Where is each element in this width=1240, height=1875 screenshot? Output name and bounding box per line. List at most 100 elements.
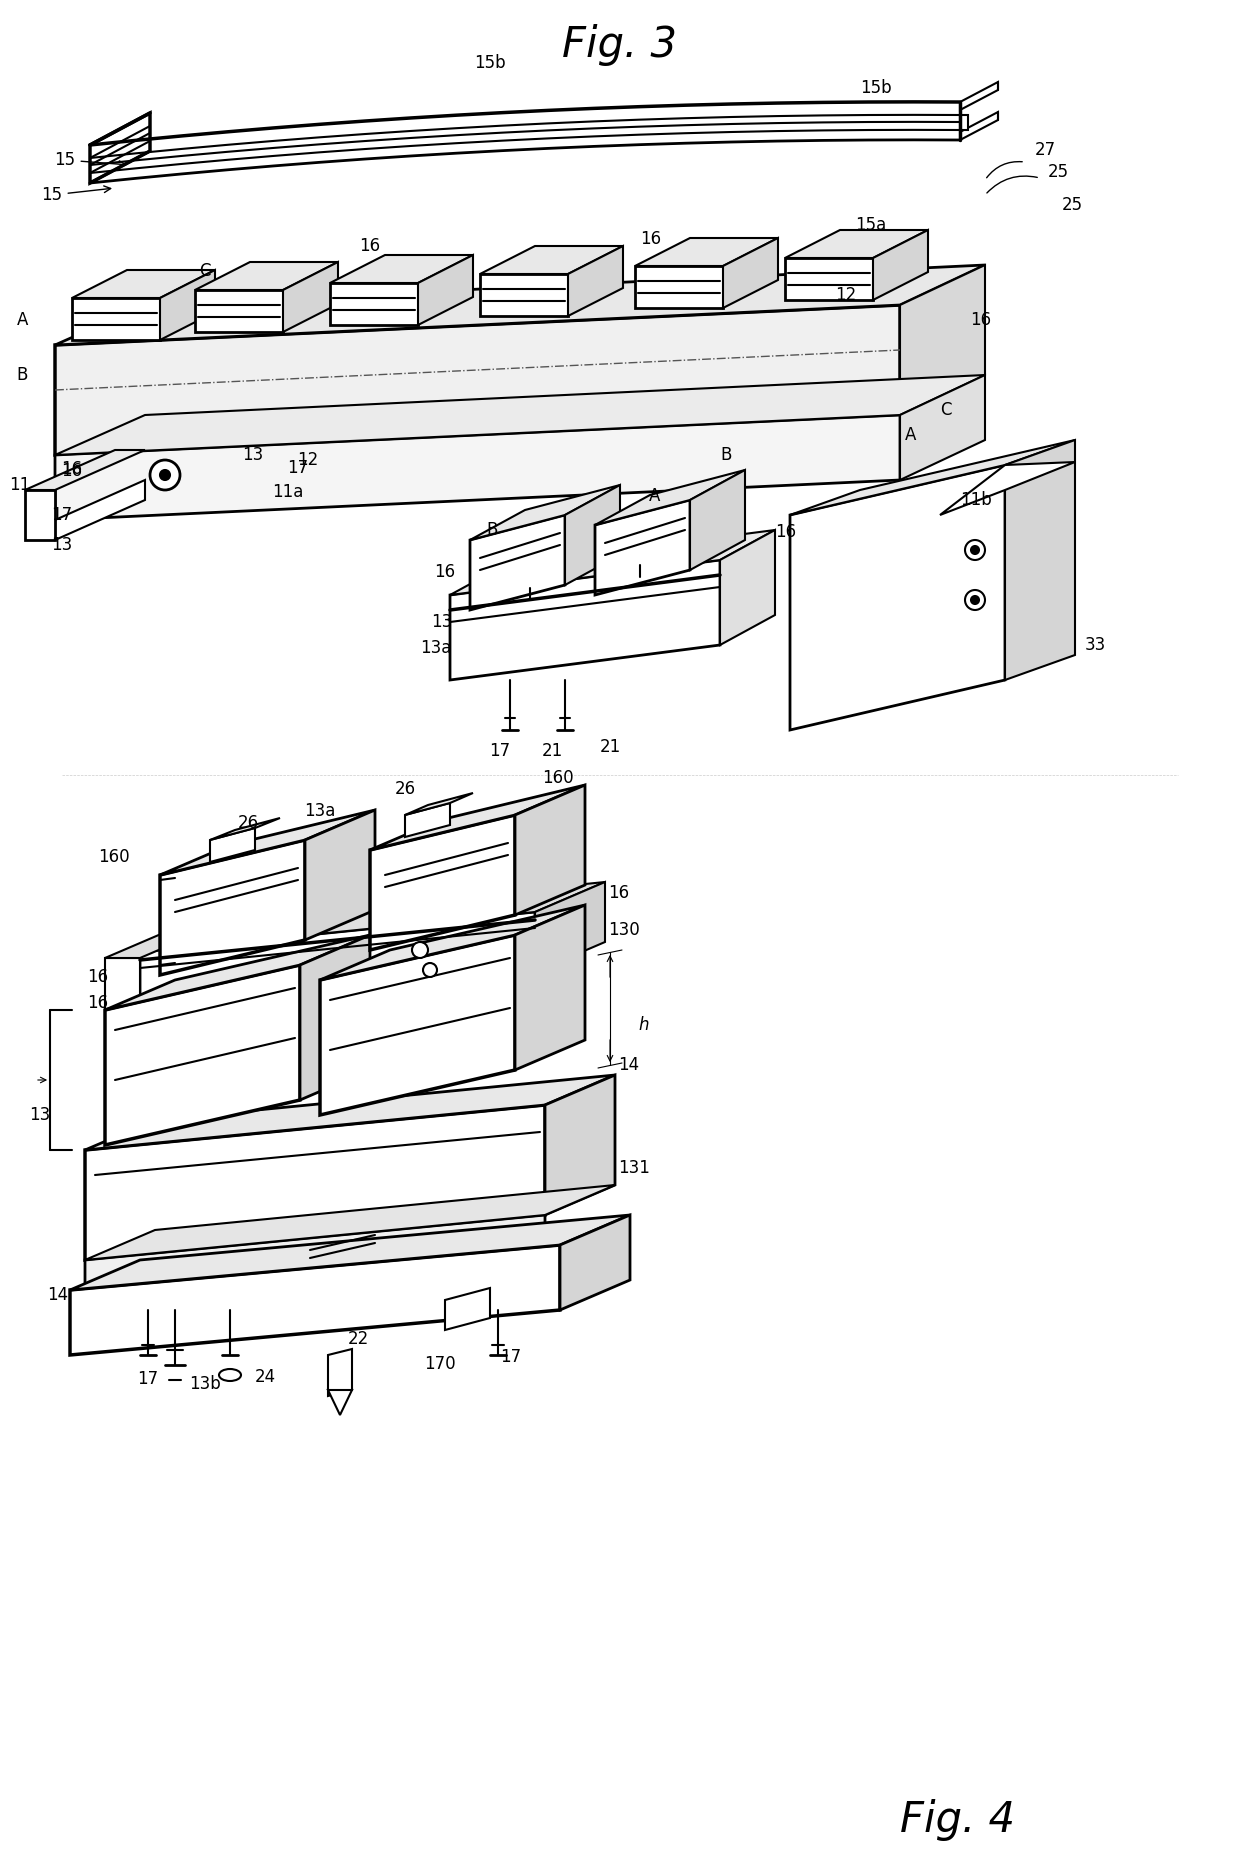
Circle shape bbox=[971, 546, 980, 553]
Text: 26: 26 bbox=[396, 780, 417, 799]
Polygon shape bbox=[105, 958, 140, 1012]
Text: 160: 160 bbox=[542, 769, 574, 788]
Polygon shape bbox=[329, 1348, 352, 1397]
Polygon shape bbox=[940, 461, 1075, 516]
Polygon shape bbox=[900, 264, 985, 414]
Polygon shape bbox=[330, 255, 472, 283]
Polygon shape bbox=[960, 82, 998, 111]
Polygon shape bbox=[160, 840, 305, 975]
Polygon shape bbox=[565, 486, 620, 585]
Text: 15b: 15b bbox=[861, 79, 892, 97]
Polygon shape bbox=[105, 928, 210, 958]
Polygon shape bbox=[445, 1288, 490, 1329]
Polygon shape bbox=[560, 1215, 630, 1311]
Polygon shape bbox=[450, 531, 775, 594]
Text: 13a: 13a bbox=[420, 639, 453, 656]
Polygon shape bbox=[470, 486, 620, 540]
Text: B: B bbox=[720, 446, 732, 463]
Polygon shape bbox=[330, 283, 418, 324]
Polygon shape bbox=[210, 818, 280, 840]
Text: 160: 160 bbox=[98, 848, 130, 866]
Polygon shape bbox=[25, 450, 145, 489]
Polygon shape bbox=[785, 231, 928, 259]
Text: 17: 17 bbox=[138, 1371, 159, 1388]
Polygon shape bbox=[723, 238, 777, 308]
Polygon shape bbox=[635, 238, 777, 266]
Polygon shape bbox=[1004, 441, 1075, 681]
Polygon shape bbox=[960, 112, 998, 141]
Text: Fig. 3: Fig. 3 bbox=[563, 24, 677, 66]
Text: 130: 130 bbox=[608, 921, 640, 939]
Polygon shape bbox=[69, 1245, 560, 1356]
Polygon shape bbox=[515, 906, 585, 1071]
Polygon shape bbox=[635, 266, 723, 308]
Text: 26: 26 bbox=[237, 814, 259, 832]
Text: 24: 24 bbox=[255, 1369, 277, 1386]
Polygon shape bbox=[790, 465, 1004, 729]
Polygon shape bbox=[900, 375, 985, 480]
Circle shape bbox=[423, 964, 436, 977]
Text: 16: 16 bbox=[608, 883, 629, 902]
Polygon shape bbox=[320, 936, 515, 1116]
Polygon shape bbox=[140, 881, 605, 952]
Polygon shape bbox=[568, 246, 622, 317]
Polygon shape bbox=[210, 829, 255, 862]
Text: 11a: 11a bbox=[272, 484, 304, 501]
Text: 13b: 13b bbox=[190, 1374, 221, 1393]
Polygon shape bbox=[160, 810, 374, 876]
Text: 13: 13 bbox=[242, 446, 263, 463]
Polygon shape bbox=[370, 786, 585, 849]
Text: 13: 13 bbox=[51, 536, 72, 553]
Polygon shape bbox=[55, 375, 985, 456]
Polygon shape bbox=[305, 810, 374, 939]
Polygon shape bbox=[785, 259, 873, 300]
Polygon shape bbox=[69, 1215, 630, 1290]
Text: A: A bbox=[650, 488, 661, 504]
Polygon shape bbox=[195, 291, 283, 332]
Polygon shape bbox=[320, 906, 585, 981]
Circle shape bbox=[412, 941, 428, 958]
Polygon shape bbox=[105, 966, 300, 1146]
Polygon shape bbox=[91, 112, 150, 184]
Polygon shape bbox=[720, 531, 775, 645]
Polygon shape bbox=[86, 1104, 546, 1260]
Polygon shape bbox=[595, 501, 689, 594]
Text: B: B bbox=[486, 521, 498, 538]
Polygon shape bbox=[86, 1185, 615, 1260]
Text: 14: 14 bbox=[618, 1056, 639, 1074]
Text: 21: 21 bbox=[599, 739, 621, 756]
Text: 16: 16 bbox=[87, 968, 108, 986]
Text: 16: 16 bbox=[87, 994, 108, 1012]
Text: 33: 33 bbox=[1085, 636, 1106, 654]
Text: 16: 16 bbox=[640, 231, 661, 248]
Text: 11: 11 bbox=[9, 476, 30, 493]
Polygon shape bbox=[515, 786, 585, 915]
Text: 12: 12 bbox=[835, 287, 857, 304]
Circle shape bbox=[971, 596, 980, 604]
Text: 16: 16 bbox=[62, 461, 83, 480]
Text: h: h bbox=[639, 1016, 649, 1033]
Text: C: C bbox=[200, 262, 211, 279]
Polygon shape bbox=[86, 1215, 546, 1290]
Polygon shape bbox=[72, 298, 160, 339]
Text: 21: 21 bbox=[542, 742, 563, 759]
Polygon shape bbox=[480, 246, 622, 274]
Polygon shape bbox=[790, 441, 1075, 516]
Polygon shape bbox=[370, 816, 515, 951]
Text: 16: 16 bbox=[970, 311, 991, 328]
Polygon shape bbox=[300, 936, 370, 1101]
Polygon shape bbox=[405, 793, 472, 816]
Text: 16: 16 bbox=[62, 459, 83, 478]
Text: 17: 17 bbox=[51, 506, 72, 523]
Text: C: C bbox=[940, 401, 951, 418]
Text: 15b: 15b bbox=[474, 54, 506, 71]
Polygon shape bbox=[405, 802, 450, 836]
Polygon shape bbox=[534, 881, 605, 971]
Circle shape bbox=[160, 471, 170, 480]
Text: 22: 22 bbox=[348, 1329, 370, 1348]
Polygon shape bbox=[329, 1389, 352, 1416]
Text: 15: 15 bbox=[41, 186, 110, 204]
Ellipse shape bbox=[219, 1369, 241, 1382]
Text: 14: 14 bbox=[47, 1286, 68, 1303]
Polygon shape bbox=[55, 264, 985, 345]
